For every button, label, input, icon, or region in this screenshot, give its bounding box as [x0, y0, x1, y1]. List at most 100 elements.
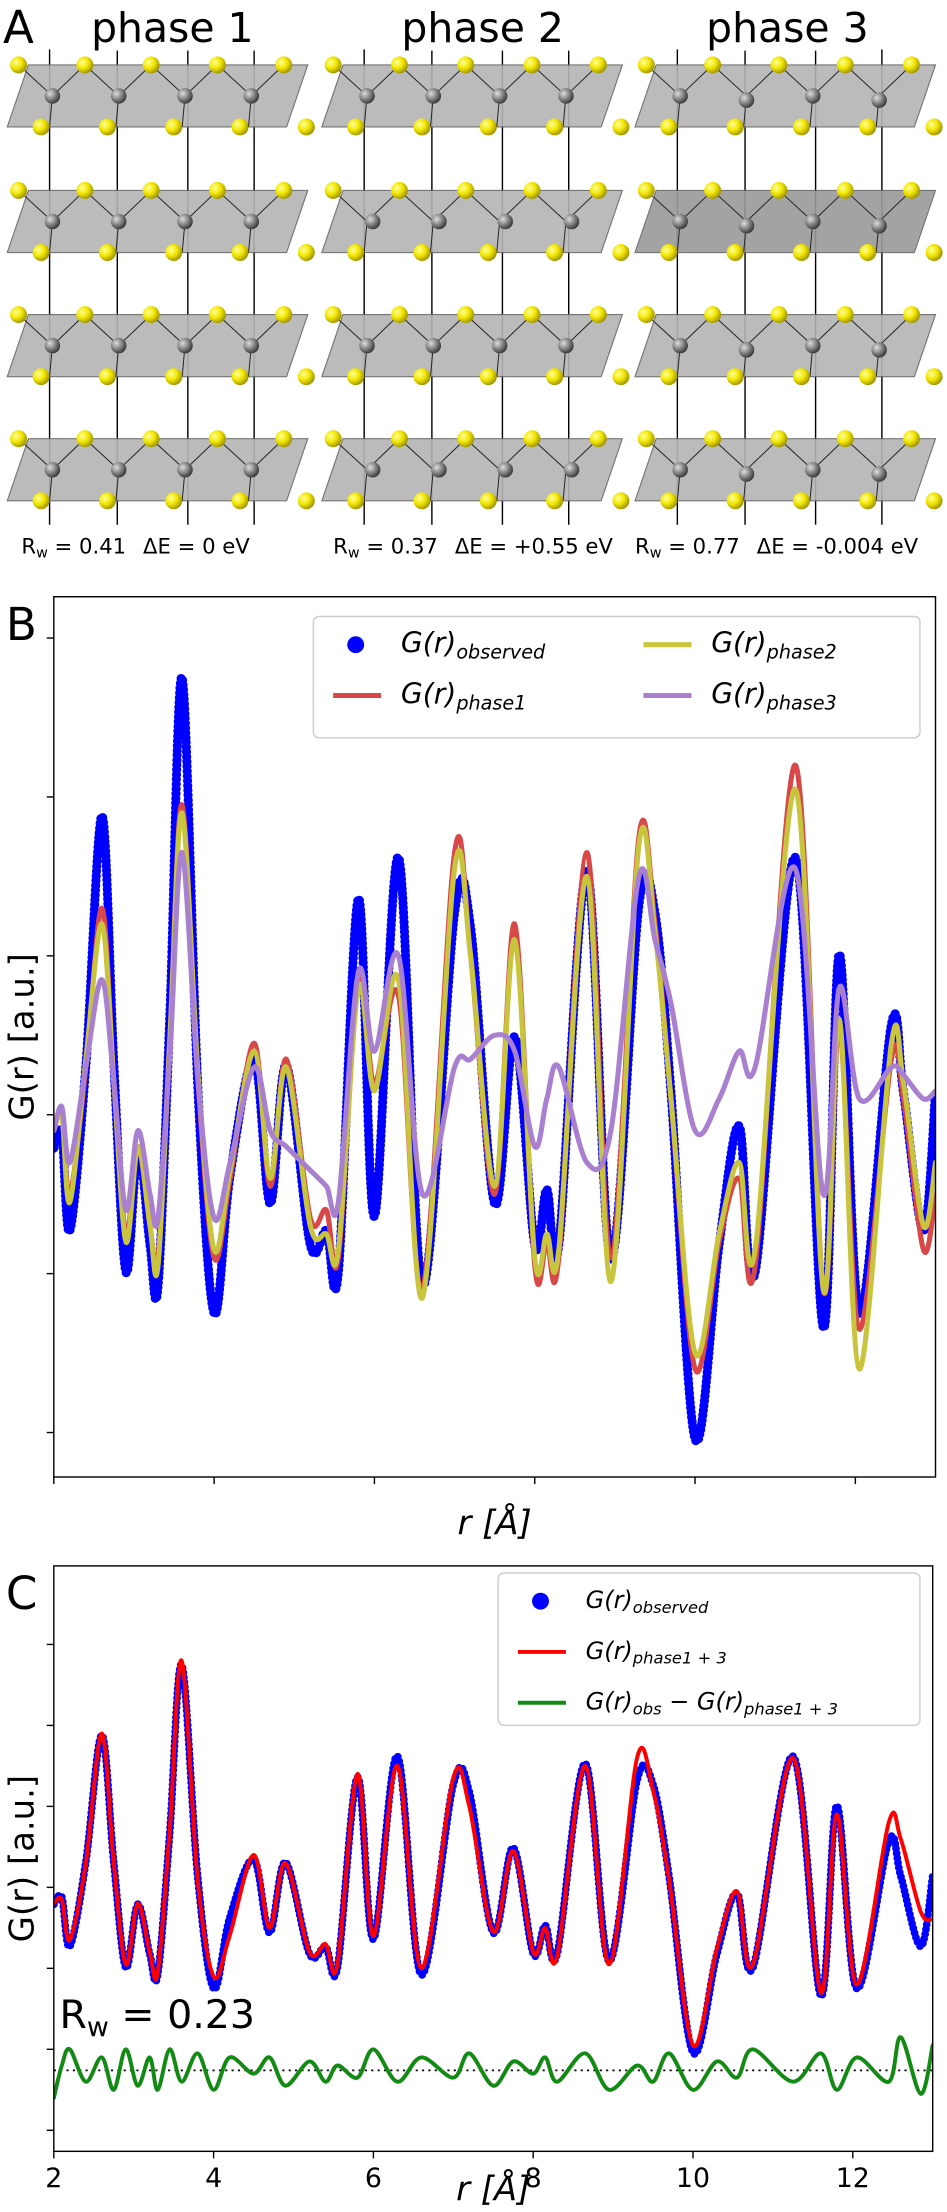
layer-slab	[6, 64, 309, 128]
layer-slab	[321, 314, 624, 378]
bond	[429, 221, 434, 253]
subscript: w	[650, 545, 662, 561]
chalcogen-atom	[413, 244, 431, 261]
chalcogen-atom	[324, 181, 342, 199]
metal-atom	[491, 337, 508, 354]
metal-atom	[243, 88, 260, 104]
metal-atom	[431, 462, 447, 478]
subscript: obs	[633, 1699, 662, 1718]
chalcogen-atom	[165, 118, 183, 136]
metal-atom	[738, 217, 755, 234]
chalcogen-atom	[10, 56, 28, 74]
chalcogen-atom	[142, 306, 160, 324]
text-segment: = 0.41	[48, 533, 126, 558]
chalcogen-atom	[413, 118, 431, 136]
chalcogen-atom	[925, 244, 943, 261]
legend-label: G(r)observed	[401, 627, 546, 663]
metal-atom	[491, 88, 508, 104]
metal-atom	[44, 462, 61, 478]
chalcogen-atom	[637, 430, 655, 448]
layer-slab	[321, 438, 624, 502]
layer-slab	[321, 64, 624, 128]
chalcogen-atom	[142, 430, 160, 448]
text-segment: G(r)	[711, 677, 766, 710]
chalcogen-atom	[32, 492, 50, 510]
chalcogen-atom	[612, 492, 630, 510]
phase-de: ΔE = 0 eV	[143, 533, 250, 558]
chalcogen-atom	[523, 181, 541, 199]
title-backdrop	[395, 8, 571, 51]
chalcogen-atom	[32, 368, 50, 386]
chalcogen-atom	[704, 430, 722, 448]
chalcogen-atom	[142, 181, 160, 199]
chalcogen-atom	[10, 181, 28, 199]
subscript: phase2	[766, 640, 837, 663]
subscript: phase1 + 3	[743, 1699, 838, 1718]
metal-atom	[177, 213, 193, 230]
legend-label: G(r)observed	[586, 1586, 709, 1616]
text-segment: G(r)	[586, 1586, 633, 1614]
chalcogen-atom	[546, 492, 564, 510]
chalcogen-atom	[726, 244, 744, 261]
chalcogen-atom	[925, 492, 943, 510]
chalcogen-atom	[793, 492, 810, 510]
subscript: phase1	[455, 691, 526, 714]
bond	[496, 221, 501, 253]
series-line	[53, 2035, 933, 2100]
chalcogen-atom	[704, 306, 722, 324]
metal-atom	[672, 213, 688, 230]
chart: C2 4 6 8 10 12r [Å]G(r) [a.u.]Rw = 0.23G(r)ob…	[3, 1565, 934, 2208]
chalcogen-atom	[347, 118, 365, 136]
bond	[429, 469, 434, 501]
chalcogen-atom	[612, 118, 630, 136]
plot-area	[53, 1658, 933, 2100]
chalcogen-atom	[231, 244, 249, 261]
observed-dots	[53, 673, 936, 1447]
chalcogen-atom	[726, 118, 744, 136]
chalcogen-atom	[165, 368, 183, 386]
layer-slab	[634, 189, 937, 254]
chalcogen-atom	[589, 306, 607, 324]
text-segment: = 0.77	[661, 533, 739, 558]
bond	[562, 221, 567, 253]
chalcogen-atom	[76, 181, 94, 199]
chalcogen-atom	[390, 430, 408, 448]
chalcogen-atom	[704, 56, 722, 74]
phase-de: ΔE = -0.004 eV	[757, 533, 919, 558]
chalcogen-atom	[859, 492, 877, 510]
chalcogen-atom	[479, 244, 497, 261]
chalcogen-atom	[297, 118, 315, 136]
chalcogen-atom	[208, 181, 226, 199]
chalcogen-atom	[297, 492, 315, 510]
chalcogen-atom	[612, 244, 630, 261]
layer-slab	[634, 314, 937, 378]
chalcogen-atom	[726, 492, 744, 510]
x-tick-label: 10	[676, 2163, 710, 2194]
chalcogen-atom	[903, 181, 920, 199]
chalcogen-atom	[275, 306, 293, 324]
metal-atom	[177, 337, 193, 354]
chalcogen-atom	[98, 118, 116, 136]
phase-rw: Rw = 0.41 ΔE = 0 eV	[21, 533, 250, 561]
chalcogen-atom	[231, 368, 249, 386]
chalcogen-atom	[98, 492, 116, 510]
metal-atom	[110, 213, 127, 230]
title-backdrop	[699, 8, 875, 51]
chalcogen-atom	[390, 181, 408, 199]
chalcogen-atom	[390, 306, 408, 324]
metal-atom	[805, 88, 821, 104]
phase-rw: Rw = 0.77 ΔE = -0.004 eV	[635, 533, 919, 561]
chalcogen-atom	[770, 56, 788, 74]
y-axis-label: G(r) [a.u.]	[3, 1775, 42, 1942]
chalcogen-atom	[98, 368, 116, 386]
chalcogen-atom	[479, 118, 497, 136]
chalcogen-atom	[660, 492, 678, 510]
legend-marker	[532, 1592, 549, 1610]
chalcogen-atom	[413, 492, 431, 510]
chalcogen-atom	[793, 244, 810, 261]
chalcogen-atom	[660, 244, 678, 261]
chalcogen-atom	[457, 306, 475, 324]
chalcogen-atom	[297, 244, 315, 261]
bond	[496, 469, 501, 501]
metal-atom	[110, 337, 127, 354]
